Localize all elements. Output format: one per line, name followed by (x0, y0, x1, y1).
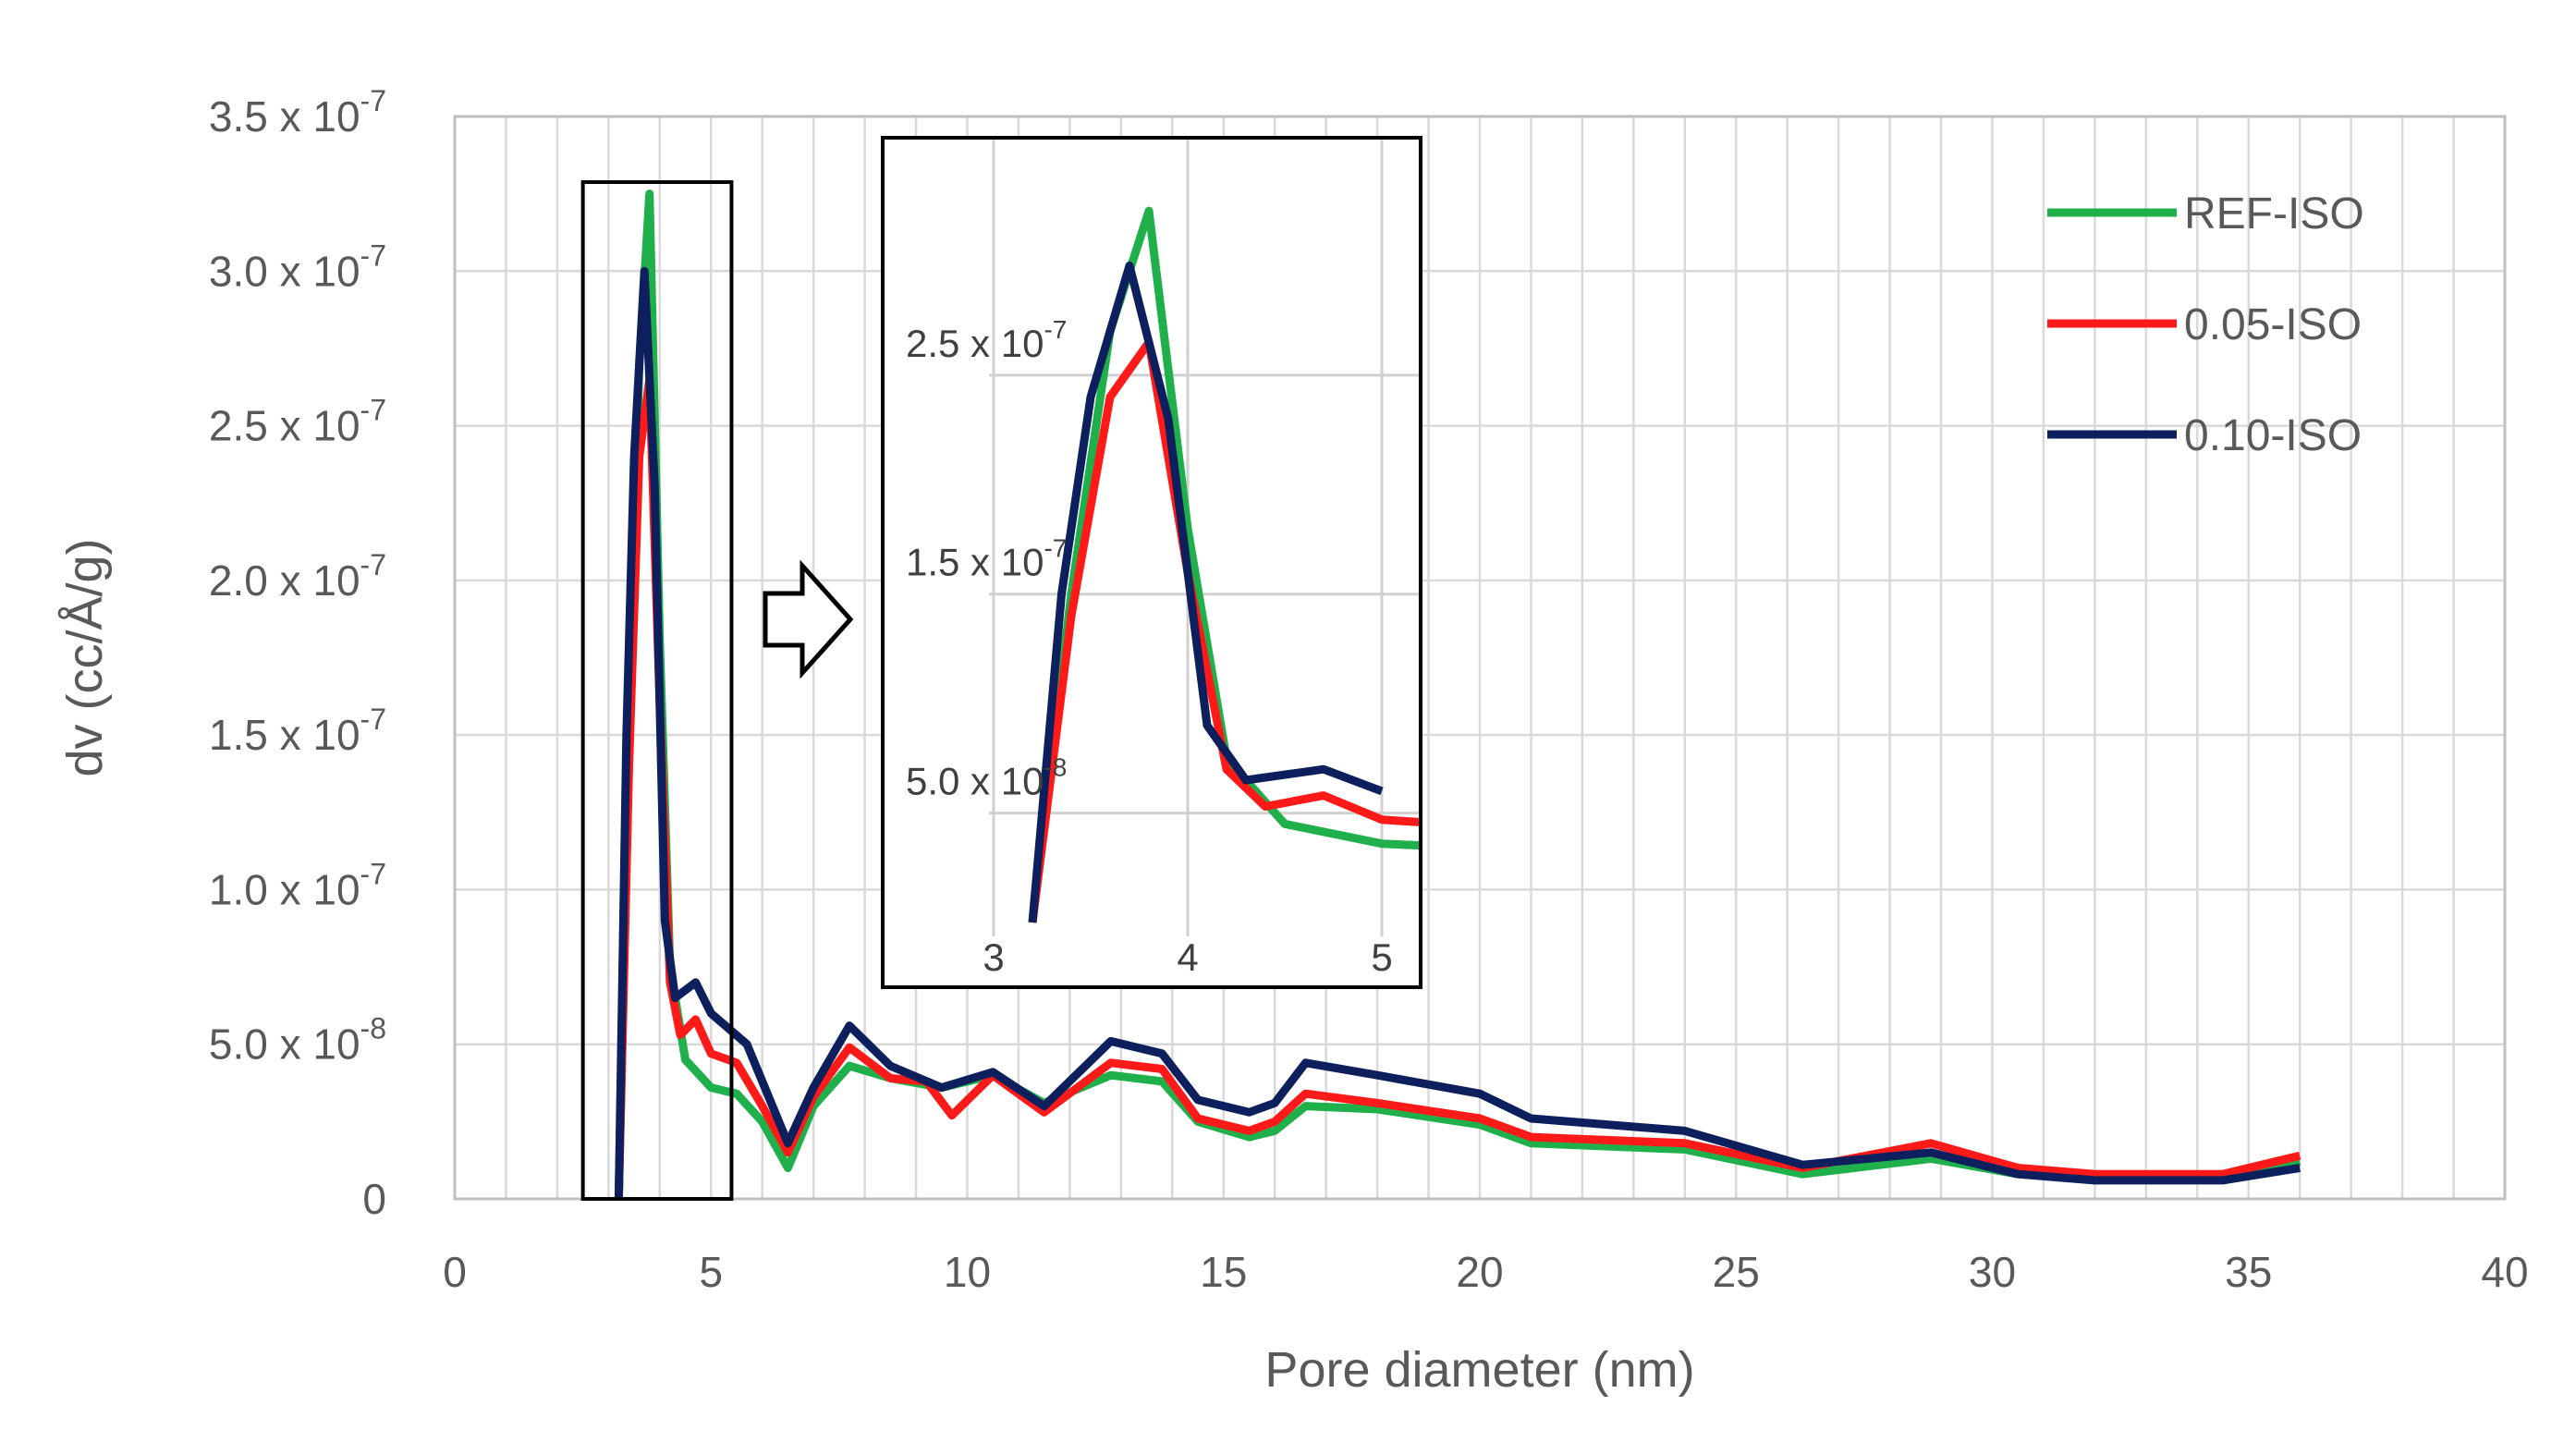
main-series-lines (614, 189, 2301, 1200)
inset-background (883, 138, 1421, 987)
x-tick-label: 5 (699, 1248, 723, 1296)
x-tick-label: 20 (1456, 1248, 1503, 1296)
x-tick-label: 0 (443, 1248, 467, 1296)
legend-label: 0.10-ISO (2184, 411, 2362, 460)
x-tick-label: 10 (944, 1248, 991, 1296)
inset-series-lines (1028, 206, 1421, 923)
inset-y-tick-labels: 5.0 x 10-8 1.5 x 10-7 2.5 x 10-7 (906, 315, 1067, 803)
x-tick-label: 25 (1713, 1248, 1760, 1296)
inset-y-tick-label: 5.0 x 10-8 (906, 753, 1067, 803)
y-tick-label: 1.5 x 10-7 (209, 703, 386, 759)
inset-x-tick-labels: 3 4 5 (983, 935, 1392, 979)
y-tick-label: 5.0 x 10-8 (209, 1012, 386, 1069)
zoom-arrow-icon (763, 559, 854, 679)
y-axis-title: dv (cc/Å/g) (57, 538, 113, 776)
inset-series-line-ref-iso (1028, 206, 1421, 923)
x-tick-labels: 0 5 10 15 20 25 30 35 40 (443, 1248, 2528, 1296)
plot-border (453, 115, 2507, 1201)
inset-series-line-0-10-iso (1028, 261, 1384, 923)
x-tick-label: 35 (2225, 1248, 2272, 1296)
inset-border (881, 136, 1422, 989)
legend-label: REF-ISO (2184, 189, 2364, 238)
legend: REF-ISO 0.05-ISO 0.10-ISO (2047, 189, 2364, 460)
y-tick-label: 2.5 x 10-7 (209, 394, 386, 450)
inset-y-tick-label: 1.5 x 10-7 (906, 534, 1067, 584)
y-tick-label: 2.0 x 10-7 (209, 548, 386, 605)
y-tick-label: 3.5 x 10-7 (209, 84, 386, 141)
x-tick-label: 15 (1200, 1248, 1247, 1296)
y-tick-labels: 0 5.0 x 10-8 1.0 x 10-7 1.5 x 10-7 2.0 x 10-… (209, 84, 386, 1223)
x-tick-label: 40 (2481, 1248, 2528, 1296)
inset-zoom-panel: 5.0 x 10-8 1.5 x 10-7 2.5 x 10-7 3 4 5 (881, 136, 1422, 989)
zoom-highlight-box (580, 180, 734, 1201)
series-line-0-10-iso (614, 266, 2301, 1200)
y-tick-label: 0 (362, 1175, 386, 1223)
y-tick-label: 1.0 x 10-7 (209, 857, 386, 913)
inset-series-line-0-05-iso (1028, 337, 1421, 923)
inset-x-tick-label: 5 (1371, 935, 1392, 979)
legend-label: 0.05-ISO (2184, 300, 2362, 349)
x-tick-label: 30 (1969, 1248, 2016, 1296)
y-tick-label: 3.0 x 10-7 (209, 238, 386, 295)
inset-x-tick-label: 3 (983, 935, 1004, 979)
inset-y-tick-label: 2.5 x 10-7 (906, 315, 1067, 365)
main-grid (455, 116, 2505, 1199)
inset-x-tick-label: 4 (1177, 935, 1198, 979)
x-axis-title: Pore diameter (nm) (1264, 1342, 1694, 1398)
